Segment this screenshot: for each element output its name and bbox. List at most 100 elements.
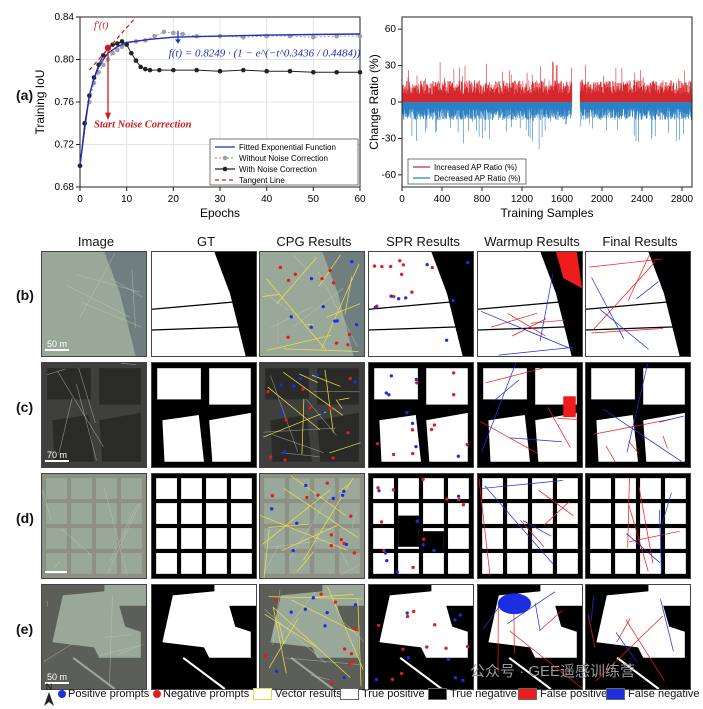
fp-swatch [518, 688, 537, 700]
negative-prompt-point [320, 277, 323, 280]
tile-c-gt [151, 362, 257, 468]
field-shape [398, 553, 419, 574]
field-shape [532, 478, 553, 499]
negative-prompt-point [353, 627, 356, 630]
positive-prompt-point [342, 490, 345, 493]
x-axis-label: Epochs [200, 206, 240, 220]
field-shape [426, 413, 468, 462]
negative-prompt-point [445, 497, 448, 500]
field-shape [431, 585, 473, 606]
negative-prompt-point [343, 647, 346, 650]
with-correction-point [194, 68, 199, 73]
positive-prompt-point [275, 670, 278, 673]
without-correction-point [152, 34, 157, 39]
field-shape [71, 478, 92, 499]
negative-prompt-point [380, 520, 383, 523]
legend-tn: True negative [428, 688, 517, 700]
with-correction-point [264, 69, 269, 74]
col-head-gt: GT [151, 234, 261, 249]
negative-prompt-point [271, 494, 274, 497]
legend-negative-label: Negative prompts [163, 688, 249, 700]
with-correction-point [138, 65, 143, 70]
positive-prompt-point [404, 296, 407, 299]
field-shape [665, 478, 686, 499]
field-shape [162, 415, 204, 462]
field-shape [590, 478, 611, 499]
positive-prompt-point [310, 326, 313, 329]
positive-prompt-point [375, 678, 378, 681]
positive-prompt-point [283, 450, 286, 453]
positive-prompt-point [397, 297, 400, 300]
field-shape [289, 553, 310, 574]
positive-prompt-point [355, 323, 358, 326]
tile-c-spr [368, 362, 474, 468]
positive-prompt-point [405, 411, 408, 414]
without-correction-point [162, 30, 167, 35]
field-shape [596, 415, 638, 462]
positive-prompt-point [343, 676, 346, 679]
negative-prompt-point [283, 458, 286, 461]
legend-entry: Without Noise Correction [239, 154, 328, 163]
positive-prompt-point [290, 315, 293, 318]
positive-prompt-point [461, 679, 464, 682]
legend-positive-label: Positive prompts [68, 688, 149, 700]
field-shape [540, 585, 582, 606]
negative-prompt-point [392, 453, 395, 456]
panel-label-b: (b) [16, 287, 34, 303]
positive-prompt-point [432, 549, 435, 552]
negative-prompt-point [319, 592, 322, 595]
negative-prompt-point [433, 623, 436, 626]
positive-prompt-point [390, 294, 393, 297]
x-tick-label: 1600 [551, 194, 574, 205]
negative-prompt-point [348, 662, 351, 665]
x-tick-label: 800 [474, 194, 491, 205]
tile-e-cpg [259, 584, 365, 690]
without-correction-point [171, 31, 176, 36]
field-shape [532, 503, 553, 524]
field-shape [640, 553, 661, 574]
field-shape [181, 478, 202, 499]
field-shape [214, 585, 256, 606]
field-shape [482, 553, 503, 574]
negative-prompt-point [422, 538, 425, 541]
field-shape [640, 503, 661, 524]
fprime-label: f'(t) [94, 21, 109, 32]
field-shape [374, 368, 418, 399]
with-correction-point [288, 69, 293, 74]
with-correction-point [171, 68, 176, 73]
negative-prompt-point [331, 456, 334, 459]
field-shape [665, 503, 686, 524]
positive-prompt-point [280, 411, 283, 414]
field-shape [231, 528, 252, 549]
negative-prompt-point [376, 486, 379, 489]
field-shape [206, 478, 227, 499]
positive-prompt-point [385, 559, 388, 562]
field-shape [591, 368, 635, 399]
negative-prompt-point [287, 279, 290, 282]
x-tick-label: 1200 [511, 194, 534, 205]
positive-prompt-point [322, 305, 325, 308]
field-shape [379, 415, 421, 462]
field-shape [99, 368, 141, 404]
field-shape [448, 528, 469, 549]
negative-prompt-point [391, 678, 394, 681]
negative-prompt-point [465, 443, 468, 446]
tile-d-warmup [477, 473, 583, 579]
y-tick-label: 0.72 [55, 140, 75, 151]
with-correction-point [129, 51, 134, 56]
negative-prompt-point [392, 488, 395, 491]
legend-positive: Positive prompts [58, 688, 149, 700]
positive-prompt-point [466, 261, 469, 264]
field-shape [96, 553, 117, 574]
tile-d-spr [368, 473, 474, 579]
tile-d-cpg [259, 473, 365, 579]
field-shape [156, 478, 177, 499]
positive-prompt-point [335, 319, 338, 322]
field-shape [206, 528, 227, 549]
negative-prompt-point [415, 381, 418, 384]
field-shape [590, 528, 611, 549]
y-tick-label: -30 [382, 133, 397, 144]
negative-prompt-point [444, 647, 447, 650]
col-head-final: Final Results [585, 234, 695, 249]
formula-label: f(t) = 0.8249 · (1 − e^(−t^0.3436 / 0.44… [169, 47, 361, 59]
